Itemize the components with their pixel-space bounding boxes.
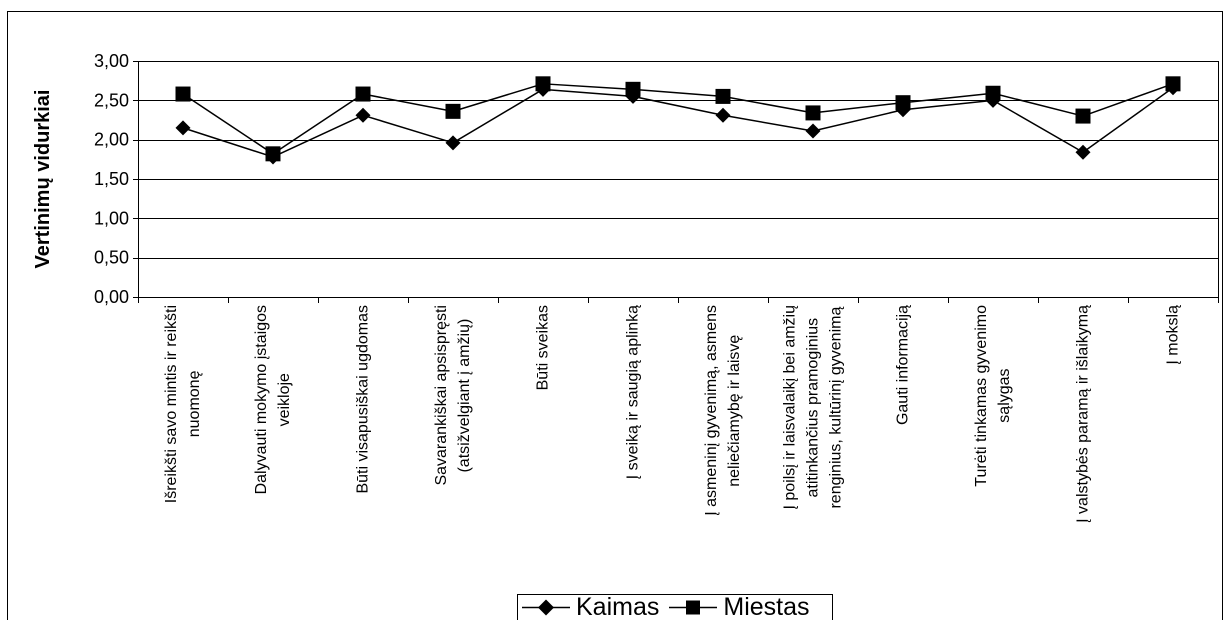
data-point-kaimas [1075, 144, 1091, 160]
series-markers [175, 76, 1181, 165]
y-tick-label: 0,00 [94, 287, 129, 307]
diamond-icon [522, 599, 570, 616]
data-point-miestas [715, 88, 731, 104]
x-tick-label: Į poilsį ir laisvalaikį bei amžių atitin… [781, 305, 845, 510]
y-tick-label: 3,00 [94, 51, 129, 71]
data-point-miestas [265, 146, 281, 162]
series-lines [182, 83, 1174, 158]
data-point-kaimas [445, 135, 461, 151]
data-point-miestas [895, 95, 911, 111]
square-icon [669, 600, 718, 615]
data-point-kaimas [175, 120, 191, 136]
data-point-miestas [985, 85, 1001, 101]
legend: Kaimas Miestas [517, 594, 833, 620]
data-point-miestas [1075, 108, 1091, 124]
x-tick-label: Turėti tinkamas gyvenimo sąlygas [973, 305, 1013, 487]
x-tick-label: Į mokslą [1164, 305, 1182, 365]
y-tick-label: 1,50 [94, 169, 129, 189]
x-tick-label: Gauti informaciją [894, 305, 912, 426]
x-tick-label: Išreikšti savo mintis ir reikšti nuomonę [163, 305, 203, 504]
legend-label-kaimas: Kaimas [576, 593, 660, 621]
data-point-miestas [355, 86, 371, 102]
data-point-miestas [805, 105, 821, 121]
y-tick-label: 2,50 [94, 90, 129, 110]
legend-label-miestas: Miestas [723, 593, 810, 621]
x-tick-label: Į sveiką ir saugią aplinką [624, 305, 642, 480]
y-tick-label: 2,00 [94, 130, 129, 150]
data-point-miestas [625, 81, 641, 97]
gridlines [138, 61, 1219, 298]
data-point-kaimas [715, 107, 731, 123]
data-point-miestas [535, 76, 551, 92]
axes [133, 61, 1219, 303]
y-tick-label: 0,50 [94, 248, 129, 268]
x-tick-label: Būti sveikas [534, 305, 552, 391]
data-point-kaimas [805, 123, 821, 139]
x-tick-label: Dalyvauti mokymo įstaigos veikloje [253, 305, 293, 495]
series-line-kaimas [182, 87, 1174, 158]
data-point-kaimas [355, 107, 371, 123]
y-tick-label: 1,00 [94, 208, 129, 228]
legend-item-kaimas: Kaimas [522, 595, 659, 620]
chart-frame [7, 11, 1223, 620]
legend-item-miestas: Miestas [669, 593, 810, 621]
x-tick-label: Į valstybės paramą ir išlaikymą [1074, 305, 1092, 523]
data-point-miestas [445, 103, 461, 119]
data-point-miestas [175, 86, 191, 102]
data-point-miestas [1165, 76, 1181, 92]
x-tick-label: Būti visapusiškai ugdomas [354, 305, 372, 494]
x-tick-label: Savarankiškai apsispręsti (atsižvelgiant… [433, 305, 473, 486]
series-line-miestas [182, 83, 1174, 155]
x-tick-label: Į asmeninį gyvenimą, asmens neliečiamybę… [703, 305, 743, 516]
y-tick-labels: 0,00 0,50 1,00 1,50 2,00 2,50 3,00 [94, 51, 129, 307]
